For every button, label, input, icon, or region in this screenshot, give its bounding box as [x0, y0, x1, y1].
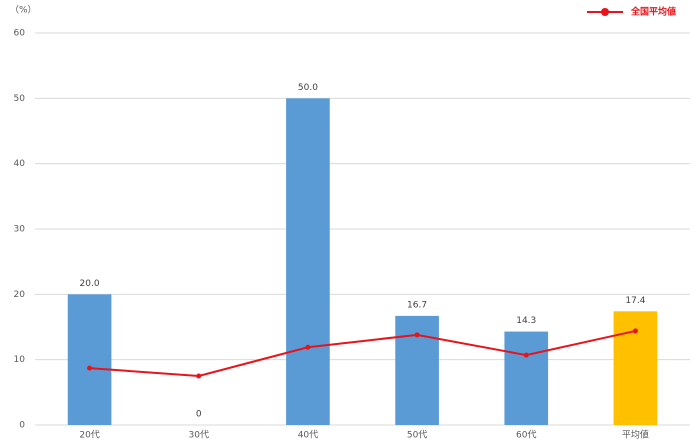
- value-label: 16.7: [407, 300, 427, 310]
- legend-marker: [601, 8, 609, 16]
- x-tick-label: 50代: [407, 430, 427, 441]
- y-tick-label: 10: [14, 355, 26, 365]
- y-tick-label: 40: [14, 159, 26, 169]
- legend-label: 全国平均値: [630, 6, 676, 18]
- line: [89, 329, 636, 378]
- line-point: [632, 328, 638, 334]
- y-tick-label: 30: [14, 225, 26, 235]
- bar: [395, 315, 439, 425]
- x-tick-label: 30代: [189, 430, 209, 441]
- x-tick-label: 平均値: [622, 429, 649, 441]
- y-tick-label: 0: [19, 421, 25, 431]
- bar: [286, 98, 330, 425]
- line-point: [414, 332, 420, 338]
- line-point: [196, 373, 202, 379]
- y-tick-label: 60: [14, 29, 26, 39]
- line-point: [523, 352, 529, 358]
- bar: [504, 331, 549, 425]
- value-label: 0: [196, 410, 202, 420]
- bar: [67, 294, 112, 425]
- line-point: [87, 365, 93, 371]
- x-tick-label: 60代: [516, 430, 536, 441]
- x-tick-label: 20代: [79, 430, 99, 441]
- value-label: 17.4: [625, 296, 645, 306]
- value-label: 14.3: [516, 316, 536, 326]
- y-axis-label: （%）: [10, 5, 37, 16]
- y-tick-label: 50: [14, 94, 26, 104]
- value-label: 20.0: [80, 279, 100, 289]
- line-point: [305, 344, 311, 350]
- value-label: 50.0: [298, 83, 318, 93]
- y-tick-label: 20: [14, 290, 26, 300]
- bar: [613, 311, 658, 425]
- x-tick-label: 40代: [298, 430, 318, 441]
